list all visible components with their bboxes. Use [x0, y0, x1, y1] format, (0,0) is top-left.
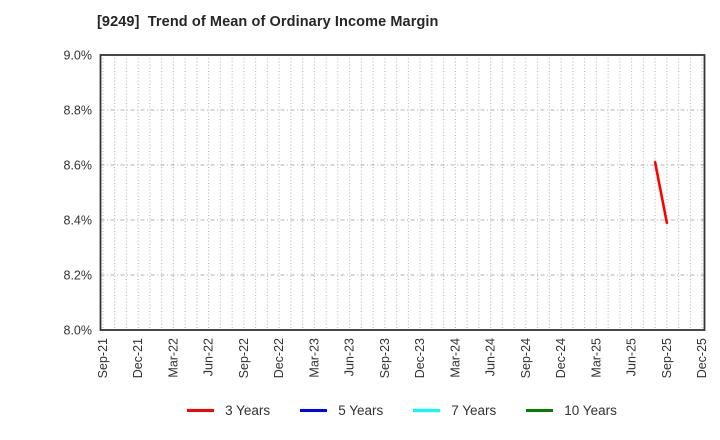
legend-label: 7 Years [451, 403, 497, 418]
legend-swatch-3-years [187, 409, 215, 412]
x-axis-tick-label: Sep-24 [519, 338, 533, 378]
legend-swatch-7-years [413, 409, 441, 412]
x-axis-tick-label: Sep-23 [378, 338, 392, 378]
y-axis-tick-label: 9.0% [64, 49, 93, 63]
x-axis-tick-label: Sep-25 [660, 338, 674, 378]
legend-item-3-years: 3 Years [187, 403, 270, 418]
x-axis-tick-label: Sep-21 [96, 338, 110, 378]
legend-label: 10 Years [564, 403, 617, 418]
x-axis-tick-label: Sep-22 [237, 338, 251, 378]
x-axis-tick-label: Dec-23 [413, 338, 427, 378]
legend-swatch-10-years [526, 409, 554, 412]
x-axis-tick-label: Jun-22 [202, 338, 216, 376]
x-axis-tick-label: Mar-24 [448, 338, 462, 378]
x-axis-tick-label: Dec-25 [695, 338, 709, 378]
x-axis-tick-label: Dec-24 [554, 338, 568, 378]
legend-swatch-5-years [300, 409, 328, 412]
y-axis-tick-label: 8.4% [64, 214, 93, 228]
series-line-3-years [653, 160, 669, 225]
x-axis-tick-label: Jun-23 [343, 338, 357, 376]
plot-area: 8.0% 8.2% 8.4% 8.6% 8.8% 9.0% Sep-21 Dec-21 Mar-… [64, 49, 710, 379]
x-axis-tick-label: Dec-21 [131, 338, 145, 378]
x-axis-tick-label: Mar-23 [307, 338, 321, 378]
x-axis-tick-label: Dec-22 [272, 338, 286, 378]
legend-item-7-years: 7 Years [413, 403, 496, 418]
chart-title: [9249] Trend of Mean of Ordinary Income … [97, 14, 439, 30]
x-axis-tick-label: Mar-25 [589, 338, 603, 378]
legend-item-5-years: 5 Years [300, 403, 383, 418]
y-axis-tick-label: 8.0% [64, 324, 93, 338]
plot-frame [99, 54, 706, 331]
legend-item-10-years: 10 Years [526, 403, 617, 418]
y-axis-tick-label: 8.2% [64, 269, 93, 283]
x-axis-tick-label: Jun-24 [484, 338, 498, 376]
legend: 3 Years 5 Years 7 Years 10 Years [100, 403, 704, 418]
legend-label: 5 Years [338, 403, 384, 418]
x-axis-tick-label: Mar-22 [166, 338, 180, 378]
y-axis-tick-label: 8.8% [64, 104, 93, 118]
y-axis-tick-label: 8.6% [64, 159, 93, 173]
legend-label: 3 Years [225, 403, 271, 418]
x-axis-tick-label: Jun-25 [625, 338, 639, 376]
